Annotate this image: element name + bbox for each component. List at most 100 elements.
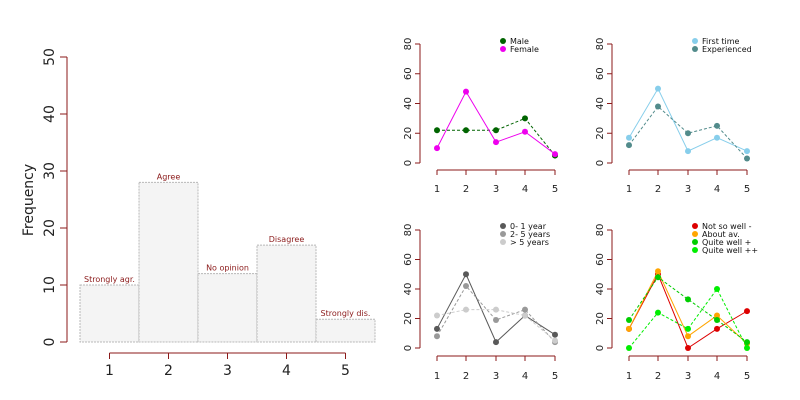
x-tick-label: 3	[223, 363, 232, 379]
y-tick-label: 0	[42, 338, 58, 347]
legend-label: 2- 5 years	[510, 230, 550, 239]
series-line	[628, 105, 748, 159]
data-point	[434, 325, 440, 332]
y-tick-label: 0	[595, 160, 606, 166]
bar-label: Strongly agr.	[84, 275, 135, 284]
data-point	[463, 271, 469, 278]
data-point	[434, 333, 440, 340]
y-tick-label: 80	[595, 224, 606, 237]
x-tick-label: 5	[552, 184, 558, 195]
x-tick-label: 4	[522, 184, 528, 195]
y-tick-label: 40	[403, 97, 414, 110]
data-point	[434, 127, 440, 134]
legend-marker	[500, 223, 506, 229]
data-point	[685, 296, 691, 303]
series-line	[628, 276, 748, 343]
bar-label: Strongly dis.	[321, 309, 371, 318]
y-tick-label: 20	[403, 127, 414, 140]
y-tick-label: 40	[403, 283, 414, 296]
x-tick-label: 1	[626, 371, 632, 382]
bar	[79, 284, 140, 343]
y-tick-label: 80	[403, 38, 414, 51]
data-point	[626, 316, 632, 323]
series-line	[436, 309, 556, 342]
legend-marker	[692, 223, 698, 229]
data-point	[552, 151, 558, 158]
y-tick-label: 80	[595, 38, 606, 51]
data-point	[434, 145, 440, 152]
bar-label: Disagree	[269, 235, 305, 244]
y-tick-label: 50	[42, 48, 58, 66]
data-point	[522, 312, 528, 319]
legend-marker	[500, 38, 506, 44]
x-tick-label: 2	[655, 184, 661, 195]
x-tick-label: 2	[463, 184, 469, 195]
data-point	[434, 312, 440, 319]
bar-label: No opinion	[206, 264, 249, 273]
data-point	[655, 274, 661, 281]
data-point	[552, 331, 558, 338]
legend-label: Quite well +	[702, 238, 751, 247]
data-point	[463, 127, 469, 134]
data-point	[655, 103, 661, 110]
data-point	[463, 283, 469, 290]
y-tick-label: 60	[595, 253, 606, 266]
x-tick-label: 2	[164, 363, 173, 379]
y-tick-label: 30	[42, 162, 58, 180]
legend-marker	[500, 239, 506, 245]
data-point	[463, 306, 469, 313]
data-point	[493, 139, 499, 146]
y-tick-label: 20	[42, 219, 58, 237]
data-point	[626, 325, 632, 332]
data-point	[493, 127, 499, 134]
series-line	[628, 288, 748, 349]
data-point	[685, 345, 691, 351]
series-line	[628, 270, 748, 344]
y-tick-label: 0	[595, 345, 606, 351]
bar-label: Agree	[157, 172, 181, 181]
bar	[197, 273, 258, 343]
y-tick-label: 60	[403, 253, 414, 266]
y-tick-label: 20	[403, 312, 414, 325]
x-tick-label: 1	[105, 363, 114, 379]
legend-label: Female	[510, 45, 539, 54]
data-point	[685, 130, 691, 137]
data-point	[522, 306, 528, 313]
legend-marker	[692, 38, 698, 44]
x-tick-label: 5	[744, 371, 750, 382]
series-line	[628, 87, 748, 152]
data-point	[493, 306, 499, 313]
data-point	[463, 88, 469, 95]
legend-label: > 5 years	[510, 238, 549, 247]
legend-marker	[500, 231, 506, 237]
data-point	[552, 337, 558, 344]
legend-marker	[692, 231, 698, 237]
x-tick-label: 2	[655, 371, 661, 382]
data-point	[714, 325, 720, 332]
x-tick-label: 3	[685, 371, 691, 382]
data-point	[626, 134, 632, 141]
data-point	[626, 142, 632, 149]
data-point	[744, 339, 750, 346]
legend-marker	[692, 247, 698, 253]
data-point	[493, 316, 499, 323]
legend-marker	[692, 239, 698, 245]
data-point	[744, 308, 750, 315]
data-point	[685, 148, 691, 155]
data-point	[655, 309, 661, 316]
y-tick-label: 20	[595, 312, 606, 325]
data-point	[655, 85, 661, 92]
bar	[315, 318, 376, 343]
y-tick-label: 40	[595, 97, 606, 110]
data-point	[626, 345, 632, 351]
x-tick-label: 3	[493, 184, 499, 195]
legend-label: 0- 1 year	[510, 222, 547, 231]
legend-marker	[692, 46, 698, 52]
y-tick-label: 40	[595, 283, 606, 296]
y-tick-label: 60	[595, 67, 606, 80]
data-point	[744, 155, 750, 162]
data-point	[522, 115, 528, 122]
